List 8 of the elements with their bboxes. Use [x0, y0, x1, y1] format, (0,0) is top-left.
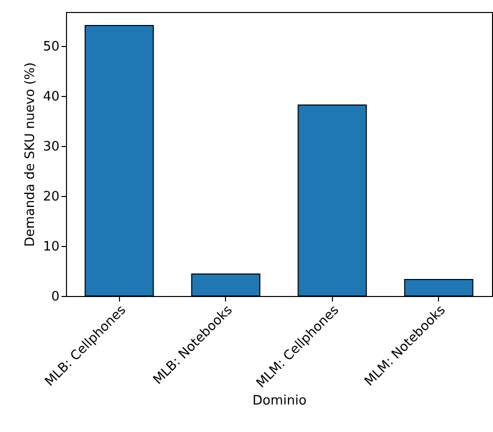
- y-tick-label: 30: [42, 140, 60, 154]
- y-tick-label: 50: [42, 40, 60, 54]
- y-tick-label: 10: [42, 240, 60, 254]
- y-tick-label: 0: [51, 290, 60, 304]
- y-tick-label: 40: [42, 90, 60, 104]
- x-axis-title: Dominio: [252, 393, 307, 408]
- y-tick-label: 20: [42, 190, 60, 204]
- y-axis-title: Demanda de SKU nuevo (%): [22, 62, 38, 247]
